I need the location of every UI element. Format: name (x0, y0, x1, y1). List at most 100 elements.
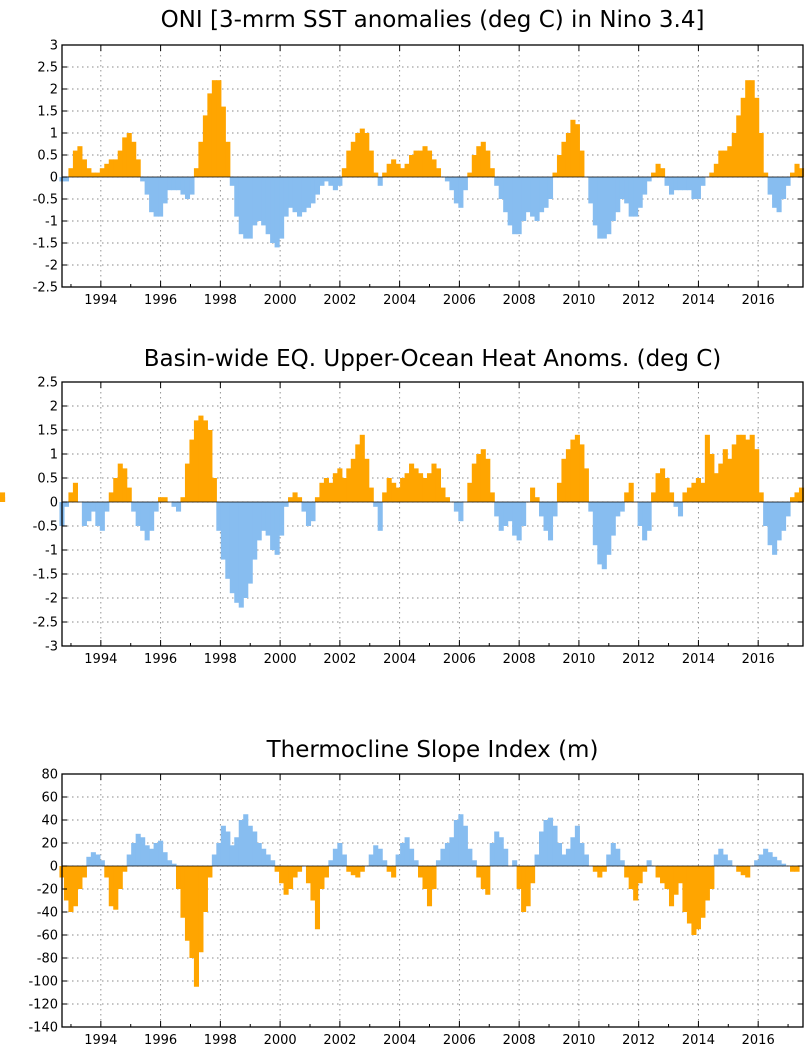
negative-anomaly-bar (458, 177, 464, 208)
negative-anomaly-bar (292, 177, 298, 213)
x-tick-label: 2008 (503, 293, 536, 308)
y-tick-label: -80 (37, 952, 58, 967)
negative-anomaly-bar (81, 866, 87, 878)
negative-anomaly-bar (193, 866, 199, 987)
negative-anomaly-bar (131, 502, 137, 512)
positive-anomaly-bar (485, 458, 491, 502)
negative-anomaly-bar (229, 177, 235, 186)
negative-anomaly-bar (668, 866, 675, 907)
negative-anomaly-bar (180, 177, 186, 195)
y-tick-label: -20 (37, 883, 58, 898)
positive-anomaly-bar (794, 492, 800, 502)
positive-anomaly-bar (453, 820, 459, 866)
positive-anomaly-bar (211, 478, 217, 502)
positive-anomaly-bar (261, 848, 267, 866)
negative-anomaly-bar (785, 502, 791, 517)
positive-anomaly-bar (346, 468, 352, 502)
positive-anomaly-bar (790, 497, 796, 502)
y-tick-label: -0.5 (33, 520, 58, 535)
negative-anomaly-bar (310, 177, 316, 204)
positive-anomaly-bar (90, 852, 96, 866)
negative-anomaly-bar (296, 177, 303, 217)
y-tick-label: 20 (41, 837, 58, 852)
positive-anomaly-bar (574, 434, 580, 502)
negative-anomaly-bar (314, 866, 321, 930)
positive-anomaly-bar (651, 492, 657, 502)
y-tick-label: 0.5 (37, 472, 58, 487)
positive-anomaly-bar (700, 482, 706, 502)
positive-anomaly-bar (90, 172, 96, 177)
positive-anomaly-bar (189, 439, 195, 502)
negative-anomaly-bar (207, 866, 213, 878)
negative-anomaly-bar (740, 866, 746, 876)
positive-anomaly-bar (435, 168, 442, 177)
positive-anomaly-bar (337, 468, 343, 502)
negative-anomaly-bar (337, 177, 343, 186)
negative-anomaly-bar (171, 177, 177, 191)
x-tick-label: 1994 (84, 293, 117, 308)
negative-anomaly-bar (785, 177, 791, 186)
negative-anomaly-bar (162, 177, 168, 204)
positive-anomaly-bar (99, 168, 105, 177)
negative-anomaly-bar (270, 177, 276, 243)
positive-anomaly-bar (435, 468, 442, 502)
negative-anomaly-bar (377, 502, 383, 531)
negative-anomaly-bar (149, 502, 155, 531)
positive-anomaly-bar (422, 146, 428, 177)
positive-anomaly-bar (655, 163, 661, 177)
negative-anomaly-bar (660, 866, 666, 884)
negative-anomaly-bar (534, 177, 540, 221)
positive-anomaly-bar (122, 468, 128, 502)
x-tick-label: 2004 (383, 652, 416, 667)
positive-anomaly-bar (426, 150, 433, 177)
negative-anomaly-bar (373, 502, 379, 507)
y-tick-label: -120 (28, 998, 58, 1013)
thermocline-slope-panel: Thermocline Slope Index (m) 80 60 40 20 0 -20 -… (28, 737, 804, 1048)
negative-anomaly-bar (122, 866, 128, 872)
negative-anomaly-bar (175, 177, 182, 191)
positive-anomaly-bar (207, 93, 213, 177)
positive-anomaly-bar (72, 150, 78, 177)
positive-anomaly-bar (740, 97, 746, 177)
negative-anomaly-bar (772, 502, 778, 555)
negative-anomaly-bar (633, 177, 639, 217)
positive-anomaly-bar (619, 860, 625, 866)
negative-anomaly-bar (507, 177, 513, 226)
y-tick-label: -0.5 (33, 193, 58, 208)
negative-anomaly-bar (552, 502, 558, 517)
x-tick-label: 1996 (144, 652, 177, 667)
positive-anomaly-bar (624, 492, 630, 502)
positive-anomaly-bar (332, 473, 338, 502)
negative-anomaly-bar (323, 177, 329, 182)
negative-anomaly-bar (503, 502, 509, 526)
negative-anomaly-bar (279, 866, 285, 884)
plot-frame (61, 44, 804, 288)
negative-anomaly-bar (117, 866, 123, 889)
negative-anomaly-bar (301, 177, 307, 213)
positive-anomaly-bar (341, 854, 347, 866)
negative-anomaly-bar (256, 177, 262, 221)
y-tick-label: -140 (28, 1021, 58, 1036)
y-tick-label: 2 (50, 400, 58, 415)
negative-anomaly-bar (180, 866, 186, 918)
positive-anomaly-bar (570, 119, 576, 177)
positive-anomaly-bar (319, 482, 325, 502)
negative-anomaly-bar (790, 866, 796, 872)
x-tick-label: 1994 (84, 652, 117, 667)
negative-anomaly-bar (296, 866, 303, 872)
positive-anomaly-bar (355, 444, 361, 502)
negative-anomaly-bar (601, 177, 607, 239)
negative-anomaly-bar (530, 177, 536, 217)
positive-anomaly-bar (225, 141, 231, 177)
negative-anomaly-bar (543, 177, 549, 208)
x-tick-label: 2012 (622, 1033, 655, 1048)
positive-anomaly-bar (798, 168, 805, 177)
negative-anomaly-bar (597, 177, 603, 239)
positive-anomaly-bar (355, 133, 361, 177)
positive-anomaly-bar (480, 141, 486, 177)
positive-anomaly-bar (570, 439, 576, 502)
negative-anomaly-bar (453, 502, 459, 512)
positive-anomaly-bar (543, 820, 549, 866)
positive-anomaly-bar (171, 863, 177, 866)
negative-anomaly-bar (225, 502, 231, 579)
